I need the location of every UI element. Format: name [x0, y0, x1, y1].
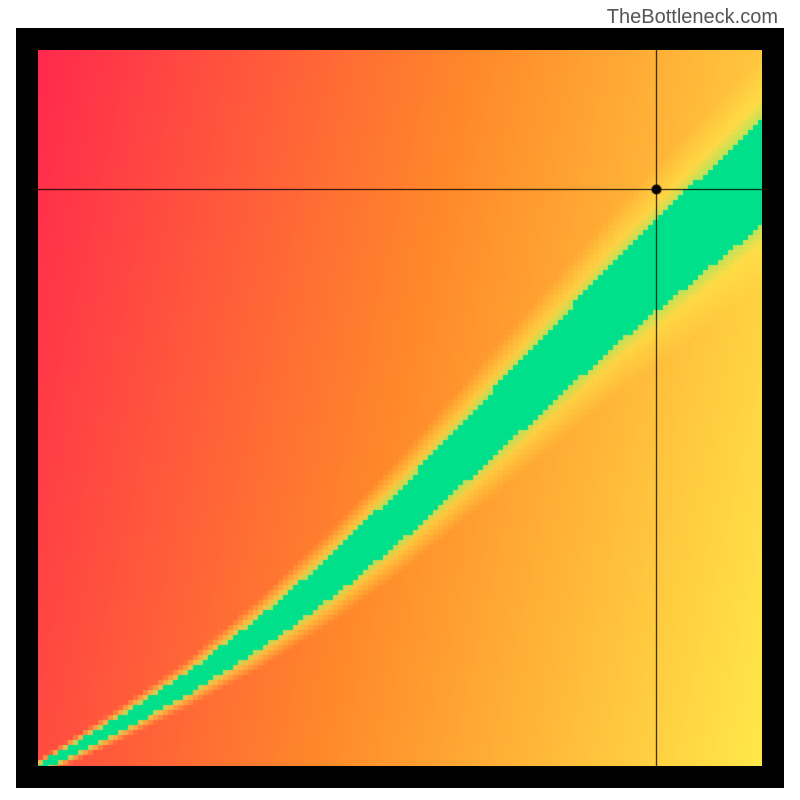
bottleneck-heatmap [38, 50, 762, 766]
watermark-text: TheBottleneck.com [607, 6, 778, 29]
plot-frame [16, 28, 784, 788]
